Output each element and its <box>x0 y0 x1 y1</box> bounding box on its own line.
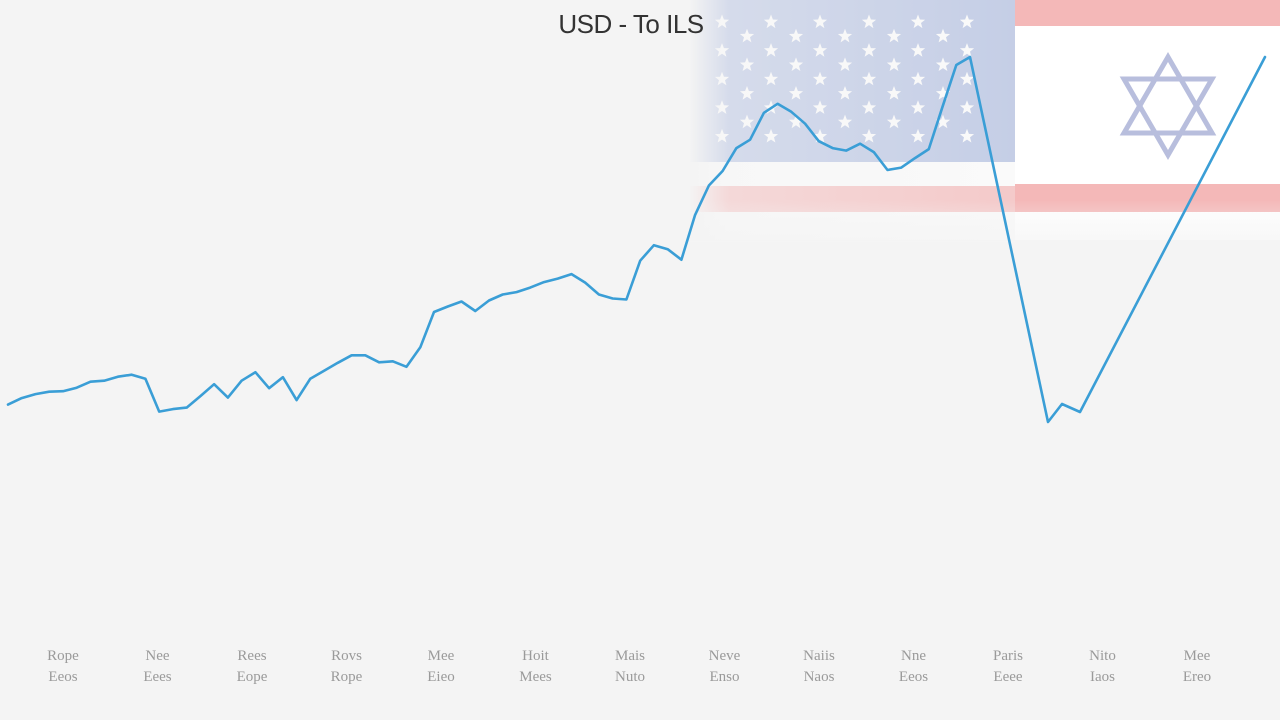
x-tick-label: Rovs <box>331 648 362 664</box>
x-tick-label: Hoit <box>522 648 550 664</box>
x-tick-label: Nuto <box>615 669 645 685</box>
star-of-david-icon <box>1119 52 1217 160</box>
us-flag-icon <box>690 0 1015 260</box>
x-tick-label: Mee <box>428 648 455 664</box>
x-tick-label: Neve <box>709 648 741 664</box>
x-tick-label: Nito <box>1089 648 1116 664</box>
plot-area <box>6 55 1267 424</box>
x-tick-label: Eeee <box>993 669 1022 685</box>
x-tick-label: Eees <box>143 669 171 685</box>
x-tick-label: Rope <box>47 648 79 664</box>
x-tick-label: Nee <box>145 648 169 664</box>
x-tick-label: Enso <box>710 669 740 685</box>
x-tick-label: Naiis <box>803 648 835 664</box>
x-tick-label: Eeos <box>899 669 928 685</box>
x-tick-label: Naos <box>804 669 835 685</box>
chart-title: USD - To ILS <box>558 9 703 39</box>
x-axis-tick-labels: Rope Eeos Nee Eees Rees Eope Rovs Rope Mee Eieo Ho… <box>47 648 1211 685</box>
x-tick-label: Rees <box>237 648 266 664</box>
x-tick-label: Eope <box>237 669 268 685</box>
x-tick-label: Eieo <box>427 669 455 685</box>
x-tick-label: Mee <box>1184 648 1211 664</box>
x-tick-label: Iaos <box>1090 669 1115 685</box>
x-tick-label: Nne <box>901 648 926 664</box>
x-tick-label: Mees <box>519 669 552 685</box>
x-tick-label: Eeos <box>48 669 77 685</box>
x-tick-label: Paris <box>993 648 1023 664</box>
x-tick-label: Ereo <box>1183 669 1211 685</box>
x-tick-label: Mais <box>615 648 645 664</box>
x-tick-label: Rope <box>331 669 363 685</box>
israel-flag-icon <box>1015 0 1280 260</box>
series-line <box>6 55 1267 424</box>
